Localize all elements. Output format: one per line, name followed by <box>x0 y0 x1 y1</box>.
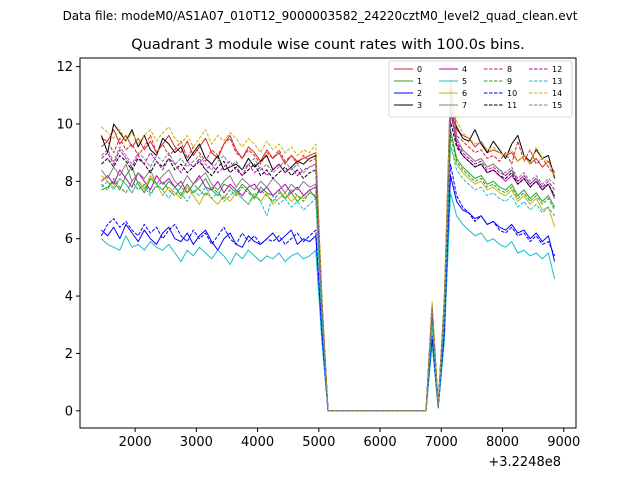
x-tick-label: 7000 <box>425 435 458 450</box>
legend-label-8: 8 <box>507 65 512 74</box>
x-tick-label: 5000 <box>302 435 335 450</box>
x-tick-label: 3000 <box>180 435 213 450</box>
y-tick-label: 2 <box>65 347 73 362</box>
x-tick-label: 4000 <box>241 435 274 450</box>
x-tick-label: 6000 <box>364 435 397 450</box>
legend-label-13: 13 <box>552 77 562 86</box>
legend-label-11: 11 <box>507 101 517 110</box>
series-line-15 <box>101 106 555 412</box>
x-offset-label: +3.2248e8 <box>488 455 561 470</box>
legend-label-9: 9 <box>507 77 512 86</box>
y-tick-label: 8 <box>65 175 73 190</box>
series-line-14 <box>101 94 556 412</box>
legend-label-0: 0 <box>417 65 422 74</box>
legend-label-10: 10 <box>507 89 517 98</box>
series-line-10 <box>100 163 556 412</box>
series-line-9 <box>101 134 556 412</box>
y-tick-label: 0 <box>65 404 73 419</box>
y-tick-label: 12 <box>56 60 73 75</box>
series-line-8 <box>101 100 556 412</box>
legend-label-1: 1 <box>417 77 422 86</box>
legend-label-4: 4 <box>462 65 467 74</box>
x-tick-label: 8000 <box>486 435 519 450</box>
legend-label-5: 5 <box>462 77 467 86</box>
x-tick-label: 9000 <box>547 435 580 450</box>
legend-label-3: 3 <box>417 101 422 110</box>
plot-area-frame <box>79 57 577 429</box>
series-line-5 <box>101 192 556 412</box>
chart-title: Quadrant 3 module wise count rates with … <box>131 37 525 53</box>
legend-label-12: 12 <box>552 65 562 74</box>
x-tick-label: 2000 <box>119 435 152 450</box>
chart-suptitle: Data file: modeM0/AS1A07_010T12_90000035… <box>63 9 578 23</box>
y-tick-label: 4 <box>65 290 73 305</box>
series-line-0 <box>101 86 556 412</box>
legend-label-6: 6 <box>462 89 467 98</box>
series-line-2 <box>101 175 556 412</box>
series-line-13 <box>101 143 556 412</box>
series-line-12 <box>101 112 556 412</box>
y-tick-label: 10 <box>56 117 73 132</box>
legend-label-14: 14 <box>552 89 562 98</box>
y-tick-label: 6 <box>65 232 73 247</box>
legend-label-15: 15 <box>552 101 562 110</box>
legend-label-2: 2 <box>417 89 422 98</box>
series-line-11 <box>101 120 556 412</box>
legend-frame <box>388 60 573 118</box>
legend-label-7: 7 <box>462 101 467 110</box>
